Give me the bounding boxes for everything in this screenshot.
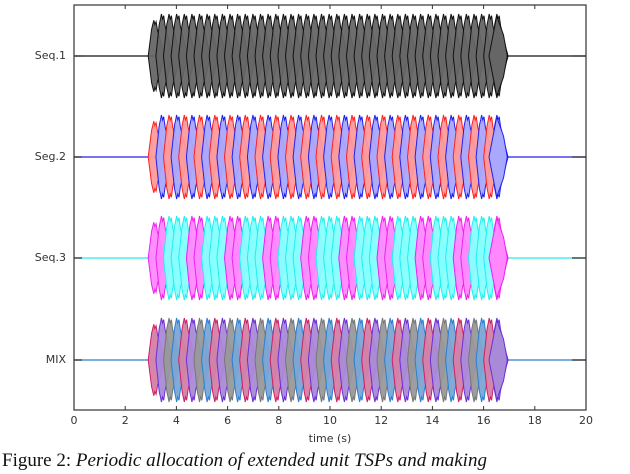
x-tick-12: 12 [374, 414, 389, 427]
waveform-seg2 [74, 114, 586, 200]
waveform-seq1 [74, 13, 586, 99]
figure-caption: Figure 2: Periodic allocation of extende… [2, 450, 487, 472]
x-tick-0: 0 [70, 414, 78, 427]
caption-text: Periodic allocation of extended unit TSP… [75, 450, 487, 471]
waveform-seq3 [74, 215, 586, 301]
x-axis-label: time (s) [308, 432, 352, 445]
x-tick-10: 10 [323, 414, 337, 427]
ylabel-seq2: Seg.2 [34, 150, 66, 163]
caption-prefix: Figure 2: [2, 450, 76, 471]
x-tick-18: 18 [527, 414, 542, 427]
x-tick-20: 20 [579, 414, 593, 427]
x-tick-6: 6 [224, 414, 232, 427]
x-tick-14: 14 [425, 414, 440, 427]
ylabel-seq1: Seq.1 [34, 49, 66, 62]
x-tick-2: 2 [121, 414, 129, 427]
x-tick-4: 4 [172, 414, 180, 427]
ylabel-seq3: Seq.3 [34, 251, 66, 264]
ylabel-mix: MIX [45, 353, 66, 366]
x-tick-8: 8 [275, 414, 283, 427]
waveform-mix [74, 317, 586, 403]
x-tick-16: 16 [476, 414, 491, 427]
